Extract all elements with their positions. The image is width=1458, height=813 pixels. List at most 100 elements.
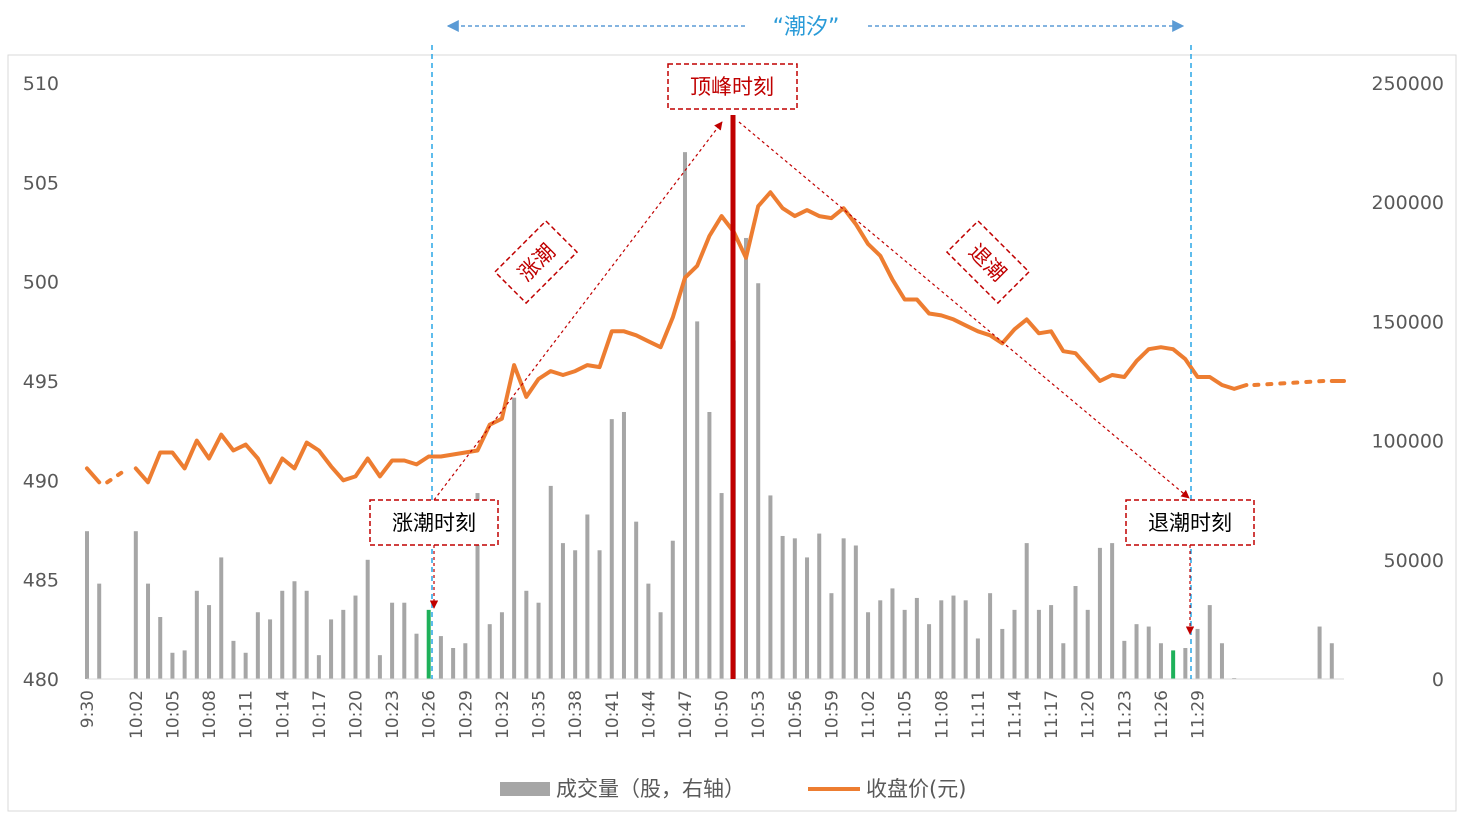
- volume-bar: [475, 493, 480, 679]
- x-tick-label: 10:05: [163, 690, 183, 739]
- volume-bar: [597, 550, 602, 679]
- volume-bar: [158, 617, 163, 679]
- volume-bar: [231, 640, 236, 679]
- x-tick-label: 10:59: [822, 690, 842, 739]
- volume-bar: [658, 612, 663, 679]
- volume-bar: [890, 588, 895, 679]
- rising-trend-arrow: [433, 121, 723, 501]
- volume-bar: [438, 636, 443, 679]
- volume-bar: [682, 152, 687, 680]
- volume-bar: [1122, 640, 1127, 679]
- right-axis-tick: 250000: [1371, 73, 1444, 95]
- volume-bar: [621, 411, 626, 679]
- volume-bar: [451, 648, 456, 679]
- x-tick-label: 11:17: [1042, 690, 1062, 739]
- volume-bar: [707, 411, 712, 679]
- right-axis-tick: 100000: [1371, 431, 1444, 453]
- volume-bar: [1317, 626, 1322, 679]
- volume-bar: [829, 593, 834, 679]
- volume-bar: [609, 419, 614, 679]
- price-line: [133, 190, 1249, 485]
- x-tick-label: 11:23: [1115, 690, 1135, 739]
- volume-bar: [280, 590, 285, 679]
- legend: 成交量（股，右轴） 收盘价(元): [500, 777, 966, 801]
- volume-bar: [695, 321, 700, 679]
- volume-bar: [377, 655, 382, 679]
- price-line-gap: [1252, 379, 1326, 387]
- volume-bar: [853, 545, 858, 679]
- x-tick-label: 11:05: [896, 690, 916, 739]
- volume-bar: [927, 624, 932, 679]
- x-tick-label: 11:29: [1189, 690, 1209, 739]
- volume-bar: [1207, 605, 1212, 679]
- volume-bar: [1049, 605, 1054, 679]
- x-tick-label: 10:56: [786, 690, 806, 739]
- left-axis-tick: 490: [23, 470, 59, 492]
- volume-bar: [402, 602, 407, 679]
- volume-bar-highlight: [426, 609, 431, 679]
- x-tick-label: 10:35: [530, 690, 550, 739]
- volume-bar: [975, 638, 980, 679]
- x-tick-label: 11:08: [932, 690, 952, 739]
- volume-bar: [585, 514, 590, 679]
- volume-bar: [365, 559, 370, 679]
- volume-bar: [255, 612, 260, 679]
- x-tick-label: 10:29: [456, 690, 476, 739]
- volume-bar: [792, 538, 797, 679]
- x-tick-label: 10:38: [566, 690, 586, 739]
- price-line: [85, 466, 102, 485]
- volume-bar: [1110, 543, 1115, 679]
- ebb-moment-box: [1125, 499, 1255, 546]
- right-axis-tick: 50000: [1384, 550, 1444, 572]
- volume-bar: [1036, 609, 1041, 679]
- x-tick-label: 11:11: [969, 690, 989, 739]
- volume-bar: [499, 612, 504, 679]
- ebbing-label-group: 退潮: [945, 219, 1031, 305]
- left-axis-tick: 495: [23, 371, 59, 393]
- volume-bar: [560, 543, 565, 679]
- x-tick-label: 10:14: [273, 690, 293, 739]
- volume-bar: [1134, 624, 1139, 679]
- left-axis-tick: 505: [23, 172, 59, 194]
- volume-bar: [353, 595, 358, 679]
- x-tick-label: 10:50: [713, 690, 733, 739]
- volume-bar: [805, 557, 810, 679]
- x-tick-label: 11:26: [1152, 690, 1172, 739]
- price-line-group: [85, 190, 1346, 485]
- left-axis-tick: 480: [23, 669, 59, 691]
- x-tick-label: 10:20: [347, 690, 367, 739]
- volume-bar: [780, 535, 785, 679]
- volume-bar: [243, 652, 248, 679]
- right-axis-tick: 0: [1432, 669, 1444, 691]
- axes-group: 510 505 500 495 490 485 480 250000 200000 150000 1…: [23, 73, 1444, 691]
- volume-bar: [902, 609, 907, 679]
- left-axis-tick: 510: [23, 73, 59, 95]
- price-line-gap: [105, 466, 130, 485]
- volume-bar: [329, 619, 334, 679]
- legend-label-volume: 成交量（股，右轴）: [556, 777, 745, 801]
- rising-label-group: 涨潮: [493, 219, 579, 305]
- volume-bar: [841, 538, 846, 679]
- volume-bar: [768, 495, 773, 679]
- x-tick-label: 9:30: [78, 690, 98, 728]
- volume-bar: [487, 624, 492, 679]
- volume-bar: [85, 531, 89, 679]
- tide-label: “潮汐”: [773, 15, 840, 40]
- x-tick-label: 11:02: [859, 690, 879, 739]
- x-tick-label: 10:02: [127, 690, 147, 739]
- volume-bar: [1073, 586, 1078, 679]
- volume-bar: [744, 237, 749, 679]
- volume-bar: [512, 397, 517, 679]
- volume-bar: [1061, 643, 1066, 679]
- volume-bar: [207, 605, 212, 679]
- volume-bar: [182, 650, 187, 679]
- legend-label-price: 收盘价(元): [866, 777, 966, 801]
- x-tick-label: 10:26: [420, 690, 440, 739]
- volume-bar: [548, 485, 553, 679]
- volume-bar: [817, 533, 822, 679]
- x-tick-label: 10:53: [749, 690, 769, 739]
- legend-swatch-volume: [500, 782, 550, 796]
- x-tick-label: 10:47: [676, 690, 696, 739]
